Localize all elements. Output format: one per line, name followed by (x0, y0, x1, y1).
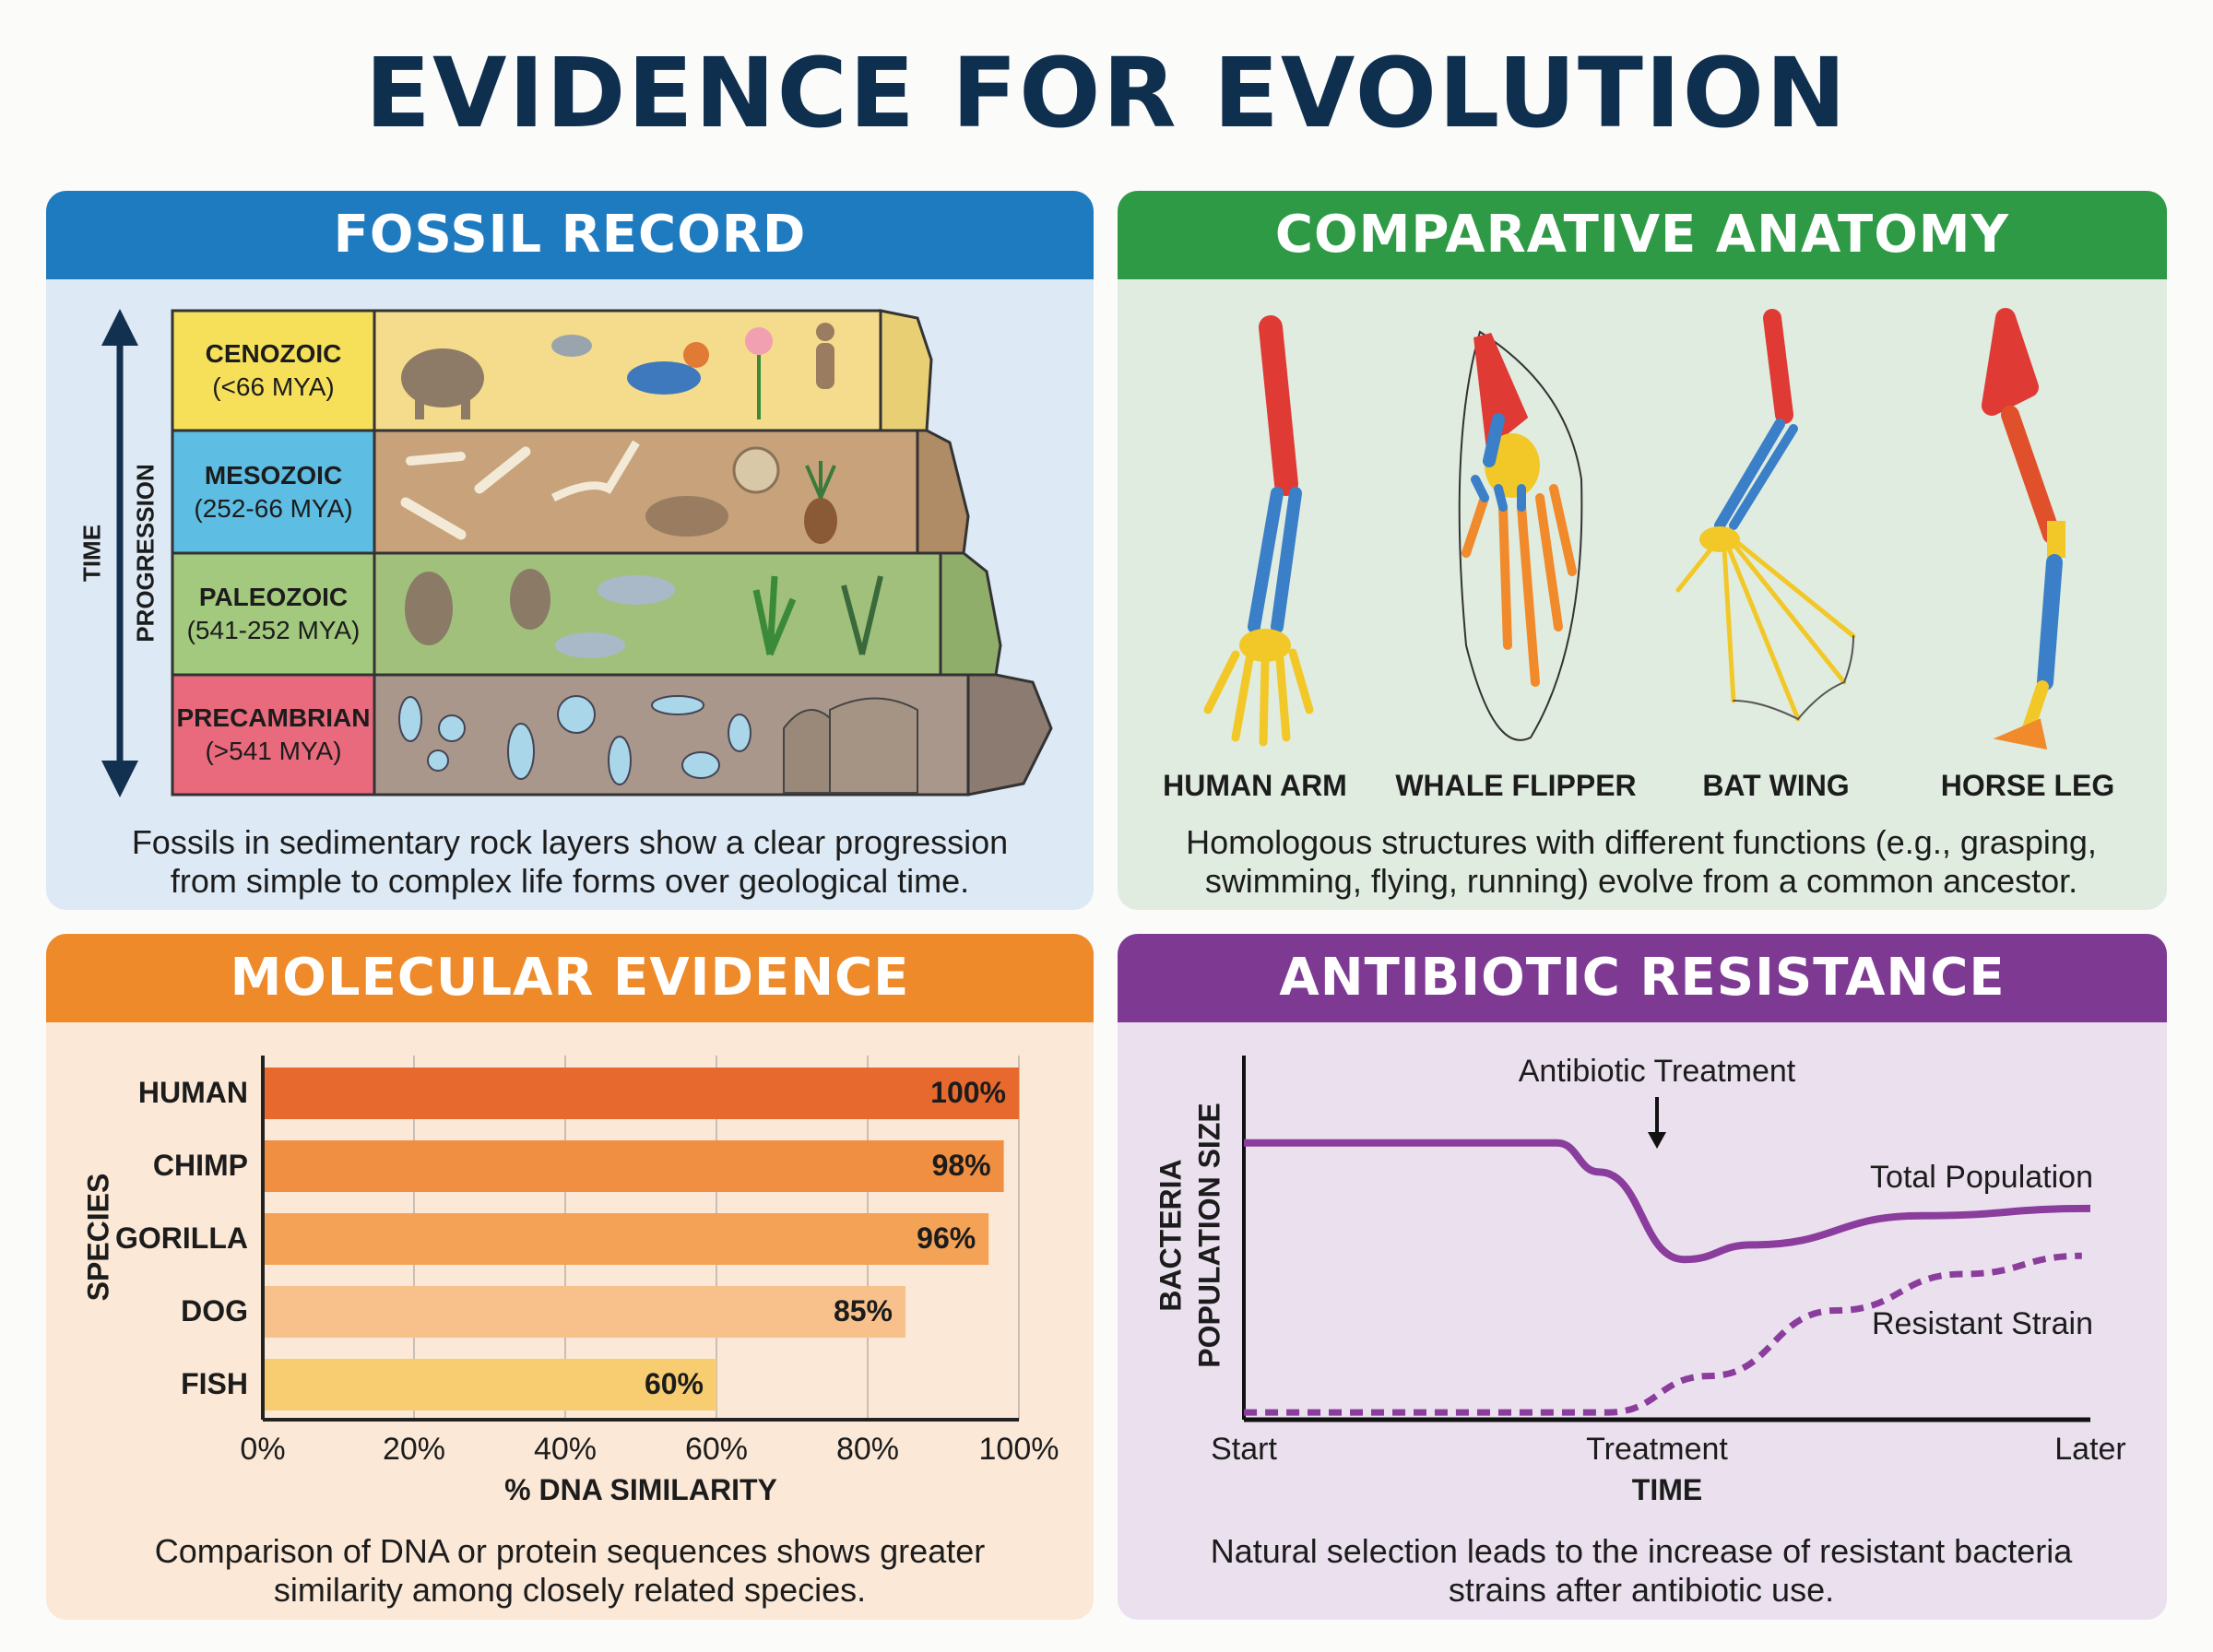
antibiotic-resistance-caption: Natural selection leads to the increase … (1210, 1532, 2073, 1609)
molecular-evidence-header: MOLECULAR EVIDENCE (46, 934, 1094, 1022)
line-chart-y-axis-label-line2: POPULATION SIZE (1192, 1103, 1226, 1368)
category-label: FISH (181, 1367, 248, 1400)
x-tick-label: 0% (240, 1432, 286, 1467)
era-label-cenozoic: CENOZOIC (<66 MYA) (205, 339, 342, 401)
category-label: HUMAN (137, 1076, 248, 1109)
bar-value-label: 96% (917, 1221, 976, 1255)
page-title: EVIDENCE FOR EVOLUTION (364, 37, 1849, 149)
antibiotic-resistance-panel: ANTIBIOTIC RESISTANCE (1118, 934, 2167, 1620)
era-label-mesozoic: MESOZOIC (252-66 MYA) (194, 460, 353, 523)
line-chart-x-axis-label: TIME (1631, 1473, 1703, 1506)
bar-chart-x-axis-label: % DNA SIMILARITY (504, 1473, 777, 1506)
series-label-resistant-strain: Resistant Strain (1872, 1306, 2093, 1341)
x-tick-label: 20% (382, 1432, 446, 1467)
molecular-evidence-caption: Comparison of DNA or protein sequences s… (154, 1532, 986, 1609)
x-tick-label: 100% (978, 1432, 1059, 1467)
bar-value-label: 100% (930, 1076, 1006, 1109)
line-chart-y-axis-label-line1: BACTERIA (1154, 1159, 1188, 1312)
x-tick-label: 80% (835, 1432, 900, 1467)
antibiotic-resistance-header: ANTIBIOTIC RESISTANCE (1118, 934, 2167, 1022)
comparative-anatomy-header: COMPARATIVE ANATOMY (1118, 191, 2167, 279)
comparative-anatomy-caption: Homologous structures with different fun… (1186, 823, 2097, 900)
x-tick-label: 60% (684, 1432, 749, 1467)
x-tick-later: Later (2054, 1432, 2126, 1467)
bar-value-label: 85% (833, 1294, 893, 1328)
x-tick-treatment: Treatment (1586, 1432, 1728, 1467)
treatment-annotation: Antibiotic Treatment (1518, 1054, 1796, 1089)
limb-label-whale-flipper: WHALE FLIPPER (1395, 769, 1637, 802)
progression-axis-label: PROGRESSION (131, 464, 160, 643)
bar-value-label: 98% (931, 1149, 991, 1182)
category-label: GORILLA (115, 1221, 248, 1255)
x-tick-start: Start (1211, 1432, 1277, 1467)
limb-label-human-arm: HUMAN ARM (1163, 769, 1347, 802)
molecular-evidence-panel: MOLECULAR EVIDENCE (46, 934, 1094, 1620)
series-label-total-population: Total Population (1870, 1160, 2093, 1195)
fossil-record-header: FOSSIL RECORD (46, 191, 1094, 279)
category-label: CHIMP (152, 1149, 248, 1182)
era-label-precambrian: PRECAMBRIAN (>541 MYA) (176, 703, 371, 765)
limb-label-horse-leg: HORSE LEG (1940, 769, 2115, 802)
fossil-record-caption: Fossils in sedimentary rock layers show … (131, 823, 1009, 900)
limb-label-bat-wing: BAT WING (1702, 769, 1850, 802)
time-axis-label: TIME (77, 524, 106, 583)
era-label-paleozoic: PALEOZOIC (541-252 MYA) (186, 583, 361, 644)
bar-chart-y-axis-label: SPECIES (81, 1173, 115, 1302)
x-tick-label: 40% (533, 1432, 598, 1467)
bar-value-label: 60% (644, 1367, 704, 1400)
category-label: DOG (181, 1294, 248, 1328)
